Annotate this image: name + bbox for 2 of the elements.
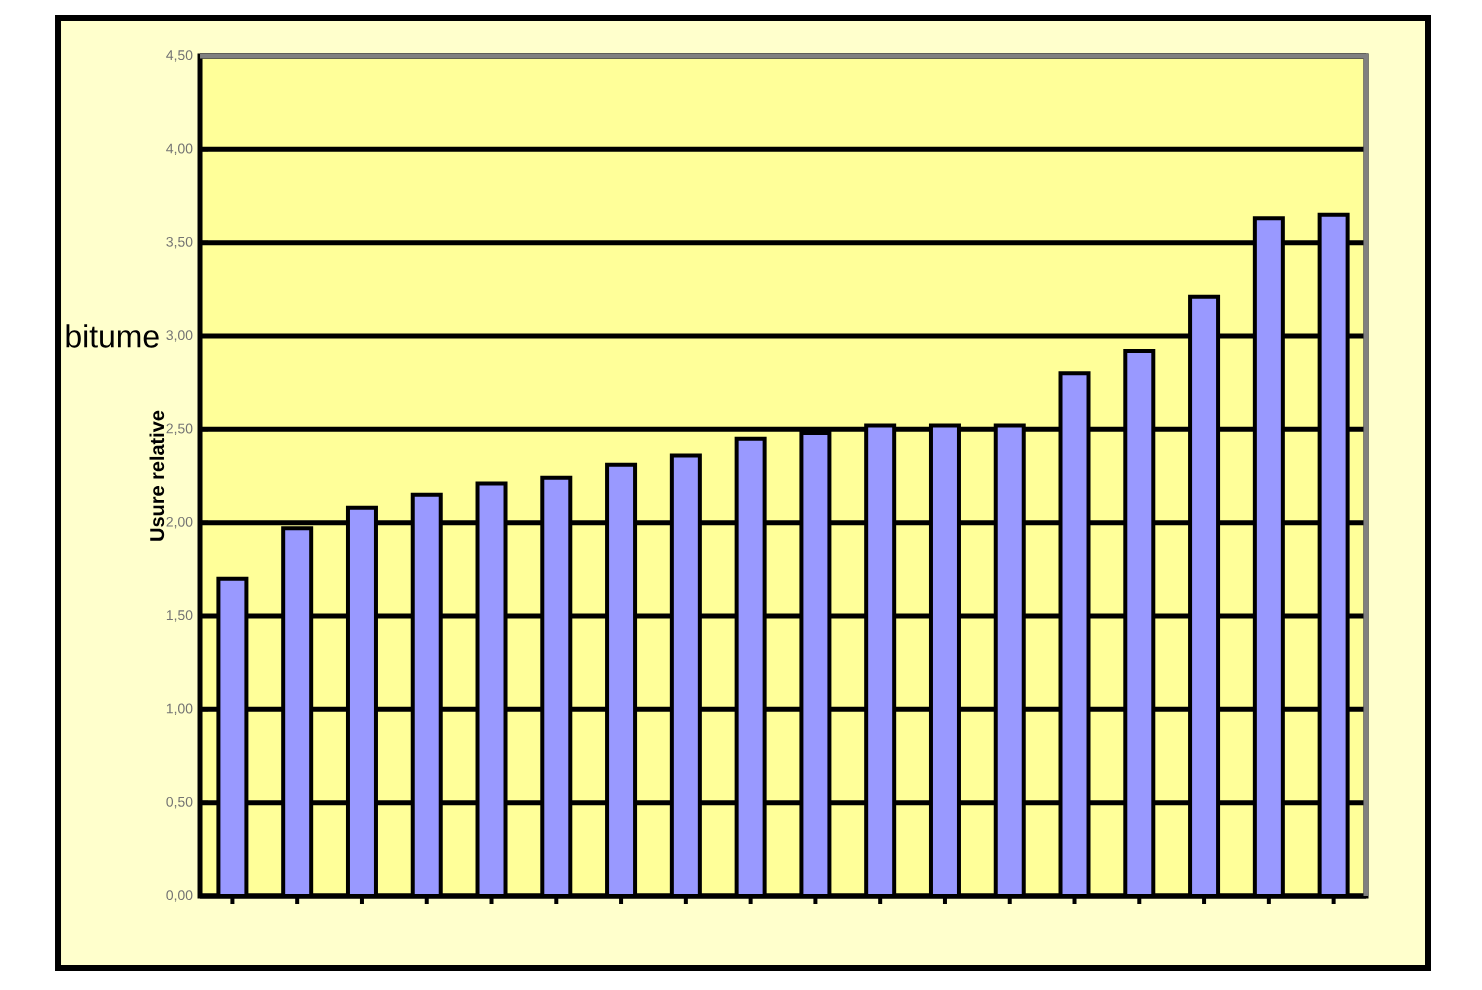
y-axis-title: Usure relative <box>149 410 165 541</box>
text: bitume <box>66 324 159 348</box>
